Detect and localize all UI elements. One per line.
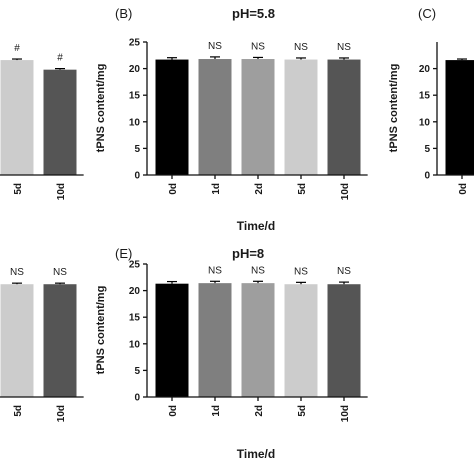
x-tick-label: 5d [297, 405, 308, 417]
error-bar [167, 57, 177, 60]
bar [198, 59, 232, 175]
x-tick-label: 2d [254, 405, 265, 417]
bar [284, 284, 318, 397]
bar [155, 283, 189, 397]
x-tick-label: 10d [340, 183, 351, 200]
y-tick-label: 20 [419, 64, 431, 75]
panel-label: (B) [115, 6, 132, 21]
significance-label: NS [208, 41, 222, 52]
y-tick-label: 0 [134, 171, 140, 182]
x-tick-label: 0d [168, 405, 179, 417]
y-tick-label: 20 [129, 64, 141, 75]
chart-panel-e: (E) pH=8 0d NS 1d NS 2d NS 5d NS 10d 0 5 10 15 20 25 tPNS… [95, 246, 368, 461]
significance-label: NS [53, 267, 67, 278]
chart-panel-d: NS 5d NS 10d [0, 267, 84, 422]
x-tick-label: 1d [211, 183, 222, 195]
bar [445, 60, 474, 176]
x-tick-label: 5d [13, 183, 24, 195]
y-tick-label: 15 [129, 313, 141, 324]
error-bar [339, 57, 349, 60]
error-bar [457, 58, 467, 61]
significance-label: # [57, 53, 63, 64]
error-bar [253, 280, 263, 284]
x-tick-label: 5d [297, 183, 308, 195]
significance-label: NS [294, 42, 308, 53]
significance-label: NS [208, 265, 222, 276]
y-tick-label: 10 [419, 117, 431, 128]
x-tick-label: 2d [254, 183, 265, 195]
significance-label: NS [294, 266, 308, 277]
bar [0, 60, 34, 176]
y-tick-label: 25 [129, 260, 141, 271]
bar [43, 69, 77, 175]
panel-label: (C) [418, 6, 436, 21]
error-bar [296, 57, 306, 60]
x-tick-label: 0d [168, 183, 179, 195]
y-tick-label: 0 [134, 393, 140, 404]
error-bar [55, 282, 65, 285]
panel-label: (E) [115, 246, 132, 261]
y-tick-label: 5 [424, 144, 430, 155]
error-bar [210, 280, 220, 284]
y-tick-label: 20 [129, 286, 141, 297]
x-tick-label: 10d [340, 405, 351, 422]
error-bar [339, 281, 349, 285]
significance-label: NS [337, 266, 351, 277]
error-bar [12, 282, 22, 285]
y-tick-label: 10 [129, 117, 141, 128]
chart-panel-b: (B) pH=5.8 0d NS 1d NS 2d NS 5d NS 10d 0 5 10 15 20 25 tP… [95, 6, 368, 233]
y-tick-label: 15 [419, 91, 431, 102]
y-tick-label: 5 [134, 366, 140, 377]
y-axis-label: tPNS content/mg [95, 64, 107, 153]
y-tick-label: 25 [129, 38, 141, 49]
x-tick-label: 10d [56, 183, 67, 200]
chart-panel-a: #5d #10d [0, 43, 84, 200]
x-tick-label: 10d [56, 405, 67, 422]
bar [327, 284, 361, 397]
bar [43, 284, 77, 397]
significance-label: NS [251, 41, 265, 52]
error-bar [12, 58, 22, 61]
error-bar [296, 281, 306, 285]
chart-title: pH=5.8 [232, 6, 275, 21]
bar [327, 59, 361, 175]
chart-title: pH=8 [232, 246, 264, 261]
error-bar [55, 67, 65, 70]
error-bar [253, 56, 263, 60]
significance-label: NS [337, 42, 351, 53]
significance-label: NS [251, 265, 265, 276]
x-tick-label: 1d [211, 405, 222, 417]
y-tick-label: 5 [134, 144, 140, 155]
chart-panel-c: (C) 0d 0 5 10 15 20 tPNS content/mg [388, 6, 474, 195]
error-bar [167, 280, 177, 284]
bar [0, 284, 34, 397]
y-axis-label: tPNS content/mg [95, 286, 107, 375]
bar [198, 283, 232, 397]
y-tick-label: 0 [424, 171, 430, 182]
bar [155, 59, 189, 175]
x-tick-label: 5d [13, 405, 24, 417]
y-tick-label: 15 [129, 91, 141, 102]
error-bar [210, 56, 220, 60]
bar [241, 283, 275, 397]
y-axis-label: tPNS content/mg [388, 64, 400, 153]
significance-label: NS [10, 267, 24, 278]
y-tick-label: 10 [129, 339, 141, 350]
x-axis-label: Time/d [237, 447, 275, 461]
significance-label: # [14, 43, 20, 54]
bar [284, 59, 318, 175]
x-axis-label: Time/d [237, 219, 275, 233]
x-tick-label: 0d [458, 183, 469, 195]
bar [241, 59, 275, 175]
